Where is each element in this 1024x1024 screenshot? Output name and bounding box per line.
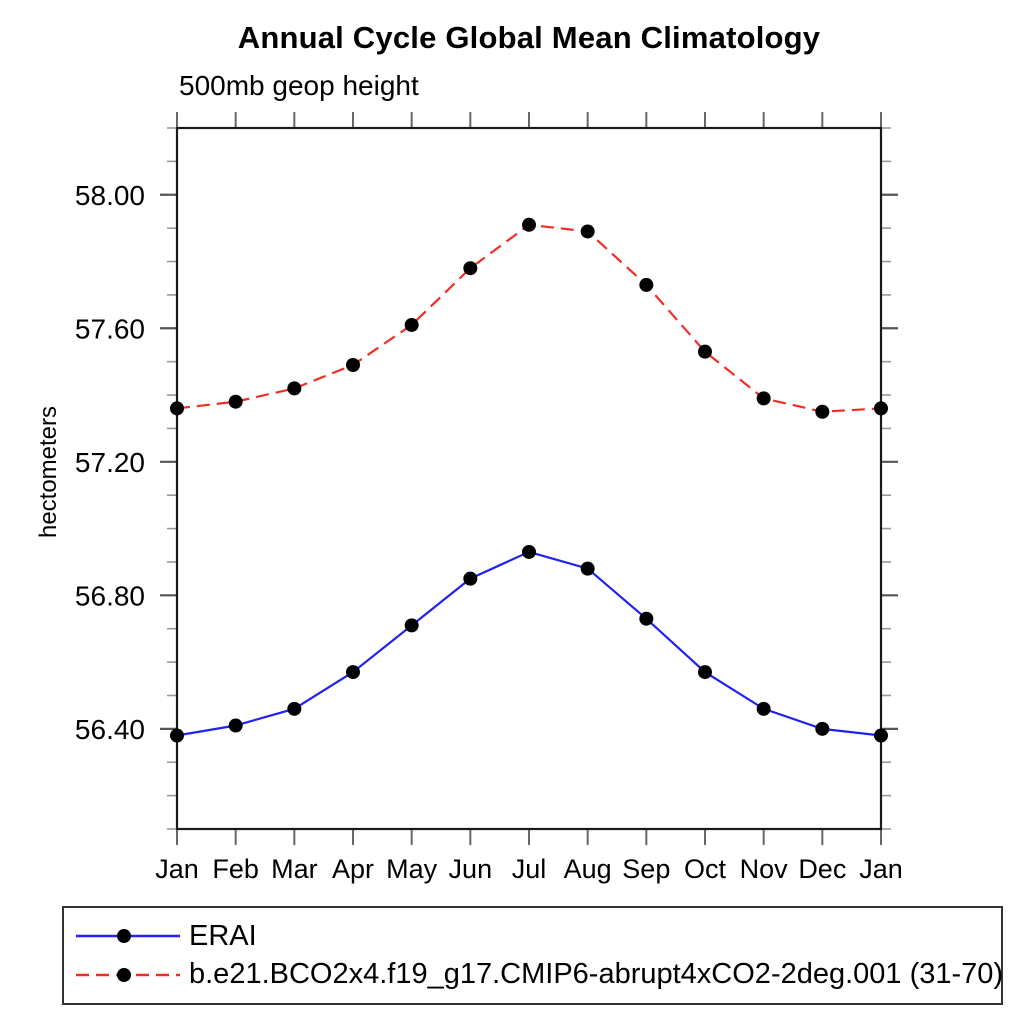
x-tick-label: Jan — [859, 854, 903, 884]
data-point-s0-0 — [170, 728, 184, 743]
y-tick-label: 58.00 — [75, 180, 145, 211]
data-point-s1-3 — [346, 358, 360, 373]
data-point-s0-10 — [756, 701, 771, 716]
data-point-s0-11 — [815, 721, 830, 736]
legend-item-erai: ERAI — [72, 919, 993, 952]
y-tick-label: 57.20 — [75, 447, 145, 478]
x-tick-label: Mar — [271, 854, 318, 884]
data-point-s0-7 — [580, 561, 595, 576]
series-line-1 — [176, 223, 882, 413]
series-line-0 — [176, 550, 882, 737]
x-tick-label: Jan — [155, 854, 199, 884]
data-point-s0-5 — [463, 571, 478, 586]
y-tick-label: 57.60 — [75, 313, 145, 344]
legend-item-model: b.e21.BCO2x4.f19_g17.CMIP6-abrupt4xCO2-2… — [72, 960, 1003, 989]
data-point-s0-4 — [404, 618, 419, 633]
x-tick-label: Aug — [564, 854, 612, 884]
data-point-s1-0 — [170, 401, 184, 416]
data-point-s0-9 — [698, 665, 712, 680]
x-tick-label: Nov — [740, 854, 789, 884]
data-point-s0-2 — [287, 701, 302, 716]
data-point-s0-1 — [228, 718, 243, 733]
data-point-s1-8 — [639, 277, 654, 292]
legend-line-sample-solid — [76, 929, 180, 944]
x-tick-label: Feb — [212, 854, 259, 884]
legend-box: ERAI b.e21.BCO2x4.f19_g17.CMIP6-abrupt4x… — [62, 906, 1003, 1005]
x-tick-label: May — [386, 854, 438, 884]
data-point-s1-7 — [580, 224, 595, 239]
x-tick-label: Jul — [512, 854, 547, 884]
legend-marker-icon — [117, 929, 131, 944]
data-point-s0-3 — [346, 665, 360, 680]
legend-marker-icon — [117, 967, 131, 982]
x-tick-label: Jun — [449, 854, 493, 884]
x-tick-label: Dec — [798, 854, 846, 884]
chart-title: Annual Cycle Global Mean Climatology — [237, 20, 821, 55]
legend-label-model: b.e21.BCO2x4.f19_g17.CMIP6-abrupt4xCO2-2… — [189, 958, 1004, 991]
data-point-s0-8 — [639, 611, 654, 626]
legend-line-sample-dashed — [76, 967, 180, 982]
data-point-s0-12 — [874, 728, 888, 743]
x-tick-label: Sep — [622, 854, 670, 884]
data-point-s1-9 — [698, 344, 712, 359]
data-point-s1-10 — [756, 391, 771, 406]
data-point-s1-6 — [522, 217, 536, 232]
data-point-s1-2 — [287, 381, 302, 396]
data-point-s1-1 — [228, 394, 243, 409]
data-point-s1-11 — [815, 404, 830, 419]
data-point-s1-4 — [404, 317, 419, 332]
plot-frame — [175, 126, 883, 831]
data-point-s1-5 — [463, 261, 478, 276]
y-tick-label: 56.80 — [75, 580, 145, 611]
y-tick-label: 56.40 — [75, 714, 145, 745]
chart-subtitle: 500mb geop height — [179, 70, 419, 101]
x-tick-label: Apr — [332, 854, 374, 884]
data-point-s0-6 — [522, 544, 536, 559]
legend-label-erai: ERAI — [189, 919, 257, 952]
data-point-s1-12 — [874, 401, 888, 416]
x-tick-label: Oct — [684, 854, 727, 884]
